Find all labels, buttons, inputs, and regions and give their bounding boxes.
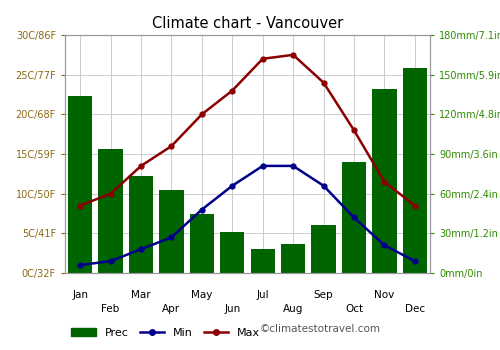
Text: Mar: Mar xyxy=(131,290,151,300)
Bar xyxy=(402,68,427,273)
Text: Jun: Jun xyxy=(224,303,240,314)
Bar xyxy=(190,214,214,273)
Legend: Prec, Min, Max: Prec, Min, Max xyxy=(67,324,265,343)
Text: Apr: Apr xyxy=(162,303,180,314)
Bar xyxy=(372,89,396,273)
Bar xyxy=(68,96,92,273)
Text: May: May xyxy=(191,290,212,300)
Text: Jul: Jul xyxy=(256,290,269,300)
Bar xyxy=(98,149,123,273)
Text: Oct: Oct xyxy=(345,303,363,314)
Bar xyxy=(160,190,184,273)
Text: Aug: Aug xyxy=(283,303,304,314)
Text: ©climatestotravel.com: ©climatestotravel.com xyxy=(260,324,381,334)
Bar xyxy=(220,232,244,273)
Bar xyxy=(342,162,366,273)
Bar xyxy=(129,176,153,273)
Text: Jan: Jan xyxy=(72,290,88,300)
Title: Climate chart - Vancouver: Climate chart - Vancouver xyxy=(152,16,343,31)
Bar xyxy=(281,244,305,273)
Bar xyxy=(250,249,275,273)
Text: Feb: Feb xyxy=(102,303,120,314)
Text: Sep: Sep xyxy=(314,290,334,300)
Text: Dec: Dec xyxy=(404,303,425,314)
Bar xyxy=(312,225,336,273)
Text: Nov: Nov xyxy=(374,290,394,300)
